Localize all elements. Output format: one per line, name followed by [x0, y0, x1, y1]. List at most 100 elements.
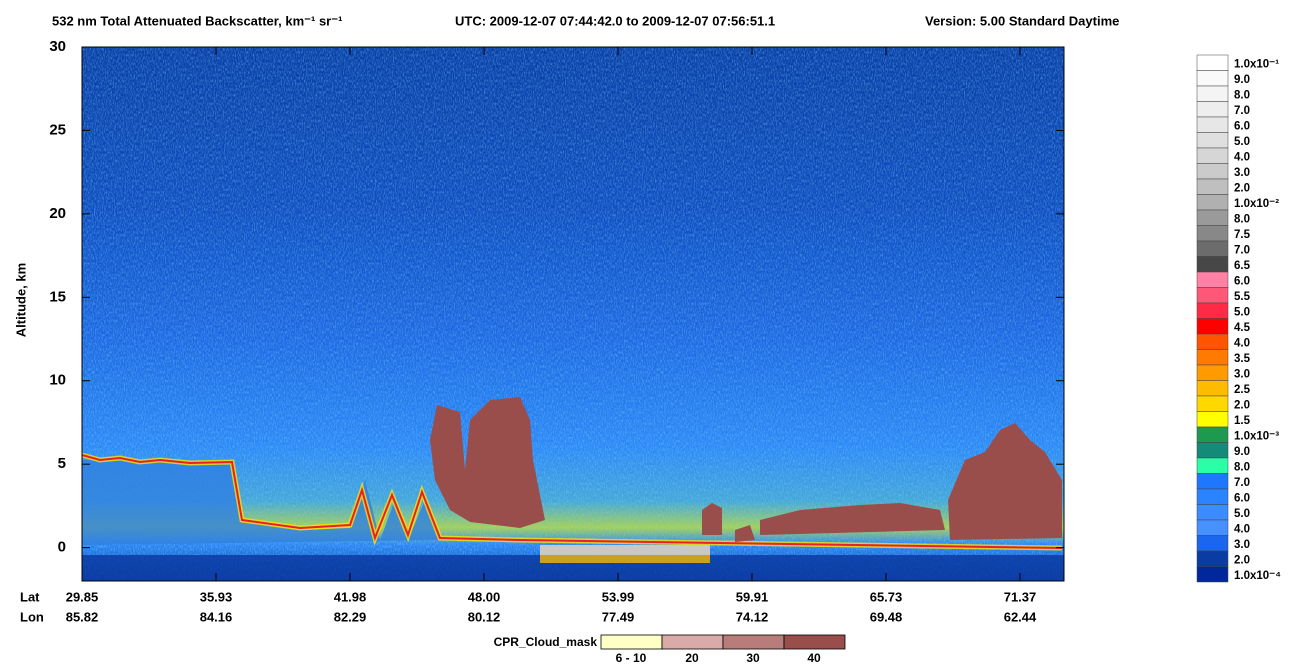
colorbar-box — [1196, 395, 1229, 412]
colorbar-box — [1196, 256, 1229, 273]
colorbar-label: 1.5 — [1234, 415, 1251, 427]
colorbar-box — [1196, 519, 1229, 536]
plot-image — [81, 46, 1065, 582]
x-tick-label: 77.49 — [602, 609, 635, 624]
colorbar-label: 4.5 — [1234, 322, 1251, 334]
colorbar-label: 1.0x10⁻³ — [1234, 431, 1279, 443]
colorbar-label: 1.0x10⁻⁴ — [1234, 570, 1281, 582]
surface-return-edge — [540, 555, 710, 563]
colorbar-label: 6.5 — [1234, 260, 1251, 272]
x-tick-label: 62.44 — [1004, 609, 1037, 624]
colorbar-box — [1196, 488, 1229, 505]
colorbar-box — [1196, 411, 1229, 428]
legend-box — [722, 634, 785, 650]
y-tick-label: 10 — [49, 372, 66, 389]
x-tick-label: 84.16 — [200, 609, 233, 624]
colorbar-label: 7.0 — [1234, 105, 1250, 117]
colorbar-box — [1196, 116, 1229, 133]
y-tick-label: 25 — [49, 121, 66, 138]
x-tick-label: 69.48 — [870, 609, 903, 624]
backscatter-noise — [82, 47, 1064, 581]
colorbar-box — [1196, 101, 1229, 118]
version: Version: 5.00 Standard Daytime — [925, 13, 1119, 28]
colorbar-label: 7.0 — [1234, 245, 1250, 257]
chart-title: 532 nm Total Attenuated Backscatter, km⁻… — [52, 13, 342, 28]
title-row: 532 nm Total Attenuated Backscatter, km⁻… — [52, 13, 1119, 28]
colorbar-box — [1196, 240, 1229, 257]
colorbar-label: 5.0 — [1234, 508, 1250, 520]
colorbar-label: 2.0 — [1234, 183, 1250, 195]
colorbar-box — [1196, 318, 1229, 335]
colorbar-box — [1196, 163, 1229, 180]
colorbar-label: 5.0 — [1234, 307, 1250, 319]
colorbar-label: 9.0 — [1234, 446, 1250, 458]
colorbar-box — [1196, 209, 1229, 226]
colorbar-label: 6.0 — [1234, 121, 1250, 133]
legend-box — [600, 634, 663, 650]
colorbar-label: 8.0 — [1234, 90, 1250, 102]
colorbar-box — [1196, 364, 1229, 381]
y-tick-label: 5 — [58, 455, 66, 472]
colorbar-label: 5.5 — [1234, 291, 1251, 303]
colorbar-box — [1196, 566, 1229, 583]
x-row-name: Lon — [20, 609, 44, 624]
x-tick-label: 74.12 — [736, 609, 769, 624]
y-tick-label: 15 — [49, 288, 66, 305]
colorbar-box — [1196, 85, 1229, 102]
colorbar-label: 4.0 — [1234, 524, 1250, 536]
colorbar-box — [1196, 457, 1229, 474]
colorbar-box — [1196, 426, 1229, 443]
legend-label: 40 — [807, 651, 821, 665]
colorbar-box — [1196, 550, 1229, 567]
colorbar-box — [1196, 194, 1229, 211]
y-axis-label: Altitude, km — [13, 263, 28, 337]
colorbar-box — [1196, 225, 1229, 242]
colorbar-box — [1196, 70, 1229, 87]
colorbar-box — [1196, 147, 1229, 164]
x-tick-label: 48.00 — [468, 589, 501, 604]
legend-box — [661, 634, 724, 650]
x-tick-label: 59.91 — [736, 589, 769, 604]
colorbar-label: 3.0 — [1234, 369, 1250, 381]
colorbar-label: 7.5 — [1234, 229, 1251, 241]
aerosol-layer — [82, 460, 440, 545]
legend-label: 30 — [746, 651, 760, 665]
colorbar-label: 2.5 — [1234, 384, 1251, 396]
x-tick-label: 82.29 — [334, 609, 367, 624]
y-tick-label: 0 — [58, 539, 66, 556]
x-tick-label: 41.98 — [334, 589, 367, 604]
colorbar-box — [1196, 302, 1229, 319]
legend-label: 6 - 10 — [616, 651, 647, 665]
colorbar-label: 4.0 — [1234, 152, 1250, 164]
x-tick-label: 53.99 — [602, 589, 635, 604]
colorbar-label: 8.0 — [1234, 462, 1250, 474]
cloud — [702, 503, 722, 535]
y-tick-label: 30 — [49, 38, 66, 55]
colorbar-box — [1196, 380, 1229, 397]
colorbar-box — [1196, 271, 1229, 288]
time-range: UTC: 2009-12-07 07:44:42.0 to 2009-12-07… — [455, 13, 775, 28]
colorbar-label: 6.0 — [1234, 493, 1250, 505]
legend-label: 20 — [685, 651, 699, 665]
colorbar-label: 6.0 — [1234, 276, 1250, 288]
y-tick-label: 20 — [49, 205, 66, 222]
cloud — [760, 503, 945, 535]
colorbar-label: 3.0 — [1234, 539, 1250, 551]
cloud-mask — [430, 397, 1062, 542]
colorbar-box — [1196, 54, 1229, 71]
cloud — [948, 423, 1062, 540]
colorbar-box — [1196, 132, 1229, 149]
plot-frame — [81, 46, 1065, 582]
x-tick-label: 65.73 — [870, 589, 903, 604]
x-tick-label: 71.37 — [1004, 589, 1037, 604]
colorbar-label: 1.0x10⁻² — [1234, 198, 1279, 210]
colorbar-box — [1196, 442, 1229, 459]
x-tick-label: 35.93 — [200, 589, 233, 604]
x-tick-label: 80.12 — [468, 609, 501, 624]
colorbar-label: 2.0 — [1234, 400, 1250, 412]
colorbar-label: 5.0 — [1234, 136, 1250, 148]
x-row-name: Lat — [20, 589, 40, 604]
colorbar-label: 1.0x10⁻¹ — [1234, 59, 1279, 71]
colorbar-box — [1196, 349, 1229, 366]
